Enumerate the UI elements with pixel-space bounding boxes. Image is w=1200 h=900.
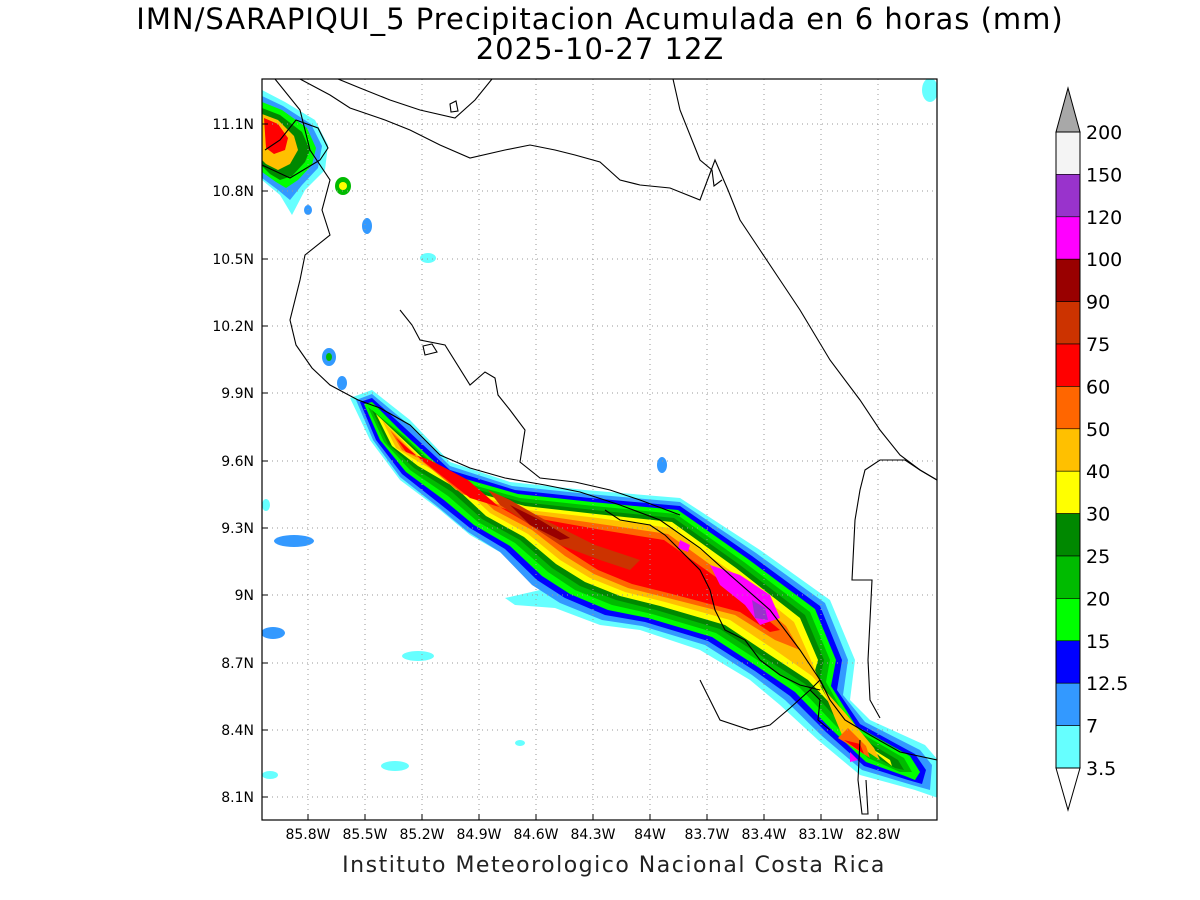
precip-cell-small bbox=[262, 771, 278, 779]
x-tick-label: 84.3W bbox=[570, 827, 615, 843]
colorbar-legend: 200 150 120 100 90 75 60 50 40 30 25 20 … bbox=[1055, 86, 1128, 812]
precip-cell-north-60mm bbox=[264, 118, 288, 154]
precip-cell-small bbox=[339, 182, 347, 190]
colorbar-swatch bbox=[1055, 258, 1081, 302]
colorbar-label: 75 bbox=[1086, 334, 1110, 356]
coastline-borders bbox=[262, 79, 937, 815]
colorbar-swatch bbox=[1055, 428, 1081, 472]
colorbar-label: 60 bbox=[1086, 376, 1110, 398]
x-axis-labels: 85.8W 85.5W 85.2W 84.9W 84.6W 84.3W 84W … bbox=[285, 827, 900, 843]
colorbar-label: 150 bbox=[1086, 164, 1122, 186]
precip-cell-small bbox=[337, 376, 347, 390]
precip-band-100mm bbox=[510, 505, 570, 540]
colorbar-bottom-triangle bbox=[1055, 767, 1081, 812]
colorbar-swatch bbox=[1055, 216, 1081, 260]
precip-cell-small bbox=[515, 740, 525, 746]
colorbar-label: 20 bbox=[1086, 588, 1110, 610]
footer-credit: Instituto Meteorologico Nacional Costa R… bbox=[342, 853, 886, 878]
x-tick-label: 83.4W bbox=[741, 827, 786, 843]
y-tick-label: 8.7N bbox=[221, 656, 254, 672]
y-tick-label: 9.6N bbox=[221, 454, 254, 470]
colorbar-swatch bbox=[1055, 682, 1081, 726]
x-tick-label: 83.7W bbox=[684, 827, 729, 843]
colorbar-swatch bbox=[1055, 174, 1081, 218]
precip-band-150mm bbox=[752, 600, 768, 620]
x-tick-label: 85.2W bbox=[399, 827, 444, 843]
map-grid bbox=[262, 79, 937, 820]
x-tick-label: 84W bbox=[634, 827, 666, 843]
x-tick-label: 84.9W bbox=[456, 827, 501, 843]
chart-subtitle-datetime: 2025-10-27 12Z bbox=[475, 32, 725, 66]
colorbar-swatch bbox=[1055, 555, 1081, 599]
x-tick-label: 85.5W bbox=[342, 827, 387, 843]
colorbar-label: 90 bbox=[1086, 292, 1110, 314]
y-tick-label: 8.1N bbox=[221, 790, 254, 806]
colorbar-swatch bbox=[1055, 131, 1081, 175]
precip-cell-small bbox=[262, 627, 285, 639]
y-tick-label: 10.8N bbox=[212, 184, 254, 200]
precip-cell-small bbox=[402, 651, 434, 661]
colorbar-top-triangle bbox=[1055, 86, 1081, 133]
colorbar-label: 25 bbox=[1086, 546, 1110, 568]
axis-tick-marks bbox=[262, 123, 879, 820]
x-tick-label: 85.8W bbox=[285, 827, 330, 843]
colorbar-swatch bbox=[1055, 513, 1081, 557]
precip-cell-small bbox=[922, 79, 937, 102]
precipitation-field bbox=[262, 79, 937, 798]
precip-band-75mm bbox=[488, 490, 640, 570]
colorbar-swatch bbox=[1055, 470, 1081, 514]
x-tick-label: 84.6W bbox=[513, 827, 558, 843]
colorbar-swatch bbox=[1055, 725, 1081, 769]
precip-cell-small bbox=[304, 205, 312, 215]
map-frame bbox=[261, 78, 938, 821]
colorbar-label: 100 bbox=[1086, 249, 1122, 271]
precip-cell-small bbox=[262, 499, 270, 511]
precip-cell-small bbox=[420, 253, 436, 263]
colorbar-label: 40 bbox=[1086, 461, 1110, 483]
colorbar-label: 3.5 bbox=[1086, 758, 1116, 780]
x-tick-label: 83.1W bbox=[798, 827, 843, 843]
y-tick-label: 10.2N bbox=[212, 319, 254, 335]
colorbar-label: 30 bbox=[1086, 504, 1110, 526]
colorbar-swatch bbox=[1055, 301, 1081, 345]
precip-cell-small bbox=[381, 761, 409, 771]
y-tick-label: 11.1N bbox=[212, 117, 254, 133]
precip-cell-small bbox=[326, 353, 332, 361]
precip-cell-small bbox=[657, 457, 667, 473]
x-tick-label: 82.8W bbox=[855, 827, 900, 843]
colorbar-swatch bbox=[1055, 343, 1081, 387]
colorbar-swatch bbox=[1055, 598, 1081, 642]
y-tick-label: 9.9N bbox=[221, 386, 254, 402]
colorbar-swatch bbox=[1055, 386, 1081, 430]
colorbar-label: 200 bbox=[1086, 122, 1122, 144]
y-tick-label: 9.3N bbox=[221, 521, 254, 537]
y-axis-labels: 11.1N 10.8N 10.5N 10.2N 9.9N 9.6N 9.3N 9… bbox=[212, 117, 254, 806]
precip-cell-small bbox=[274, 535, 314, 547]
y-tick-label: 9N bbox=[235, 588, 254, 604]
colorbar-label: 7 bbox=[1086, 716, 1098, 738]
precip-cell-small bbox=[362, 218, 372, 234]
chart-title: IMN/SARAPIQUI_5 Precipitacion Acumulada … bbox=[136, 2, 1064, 36]
colorbar-swatch bbox=[1055, 640, 1081, 684]
colorbar-label: 120 bbox=[1086, 207, 1122, 229]
precip-band-60mm bbox=[396, 438, 864, 754]
y-tick-label: 8.4N bbox=[221, 723, 254, 739]
colorbar-label: 15 bbox=[1086, 631, 1110, 653]
colorbar-label: 12.5 bbox=[1086, 673, 1128, 695]
y-tick-label: 10.5N bbox=[212, 252, 254, 268]
colorbar-label: 50 bbox=[1086, 419, 1110, 441]
